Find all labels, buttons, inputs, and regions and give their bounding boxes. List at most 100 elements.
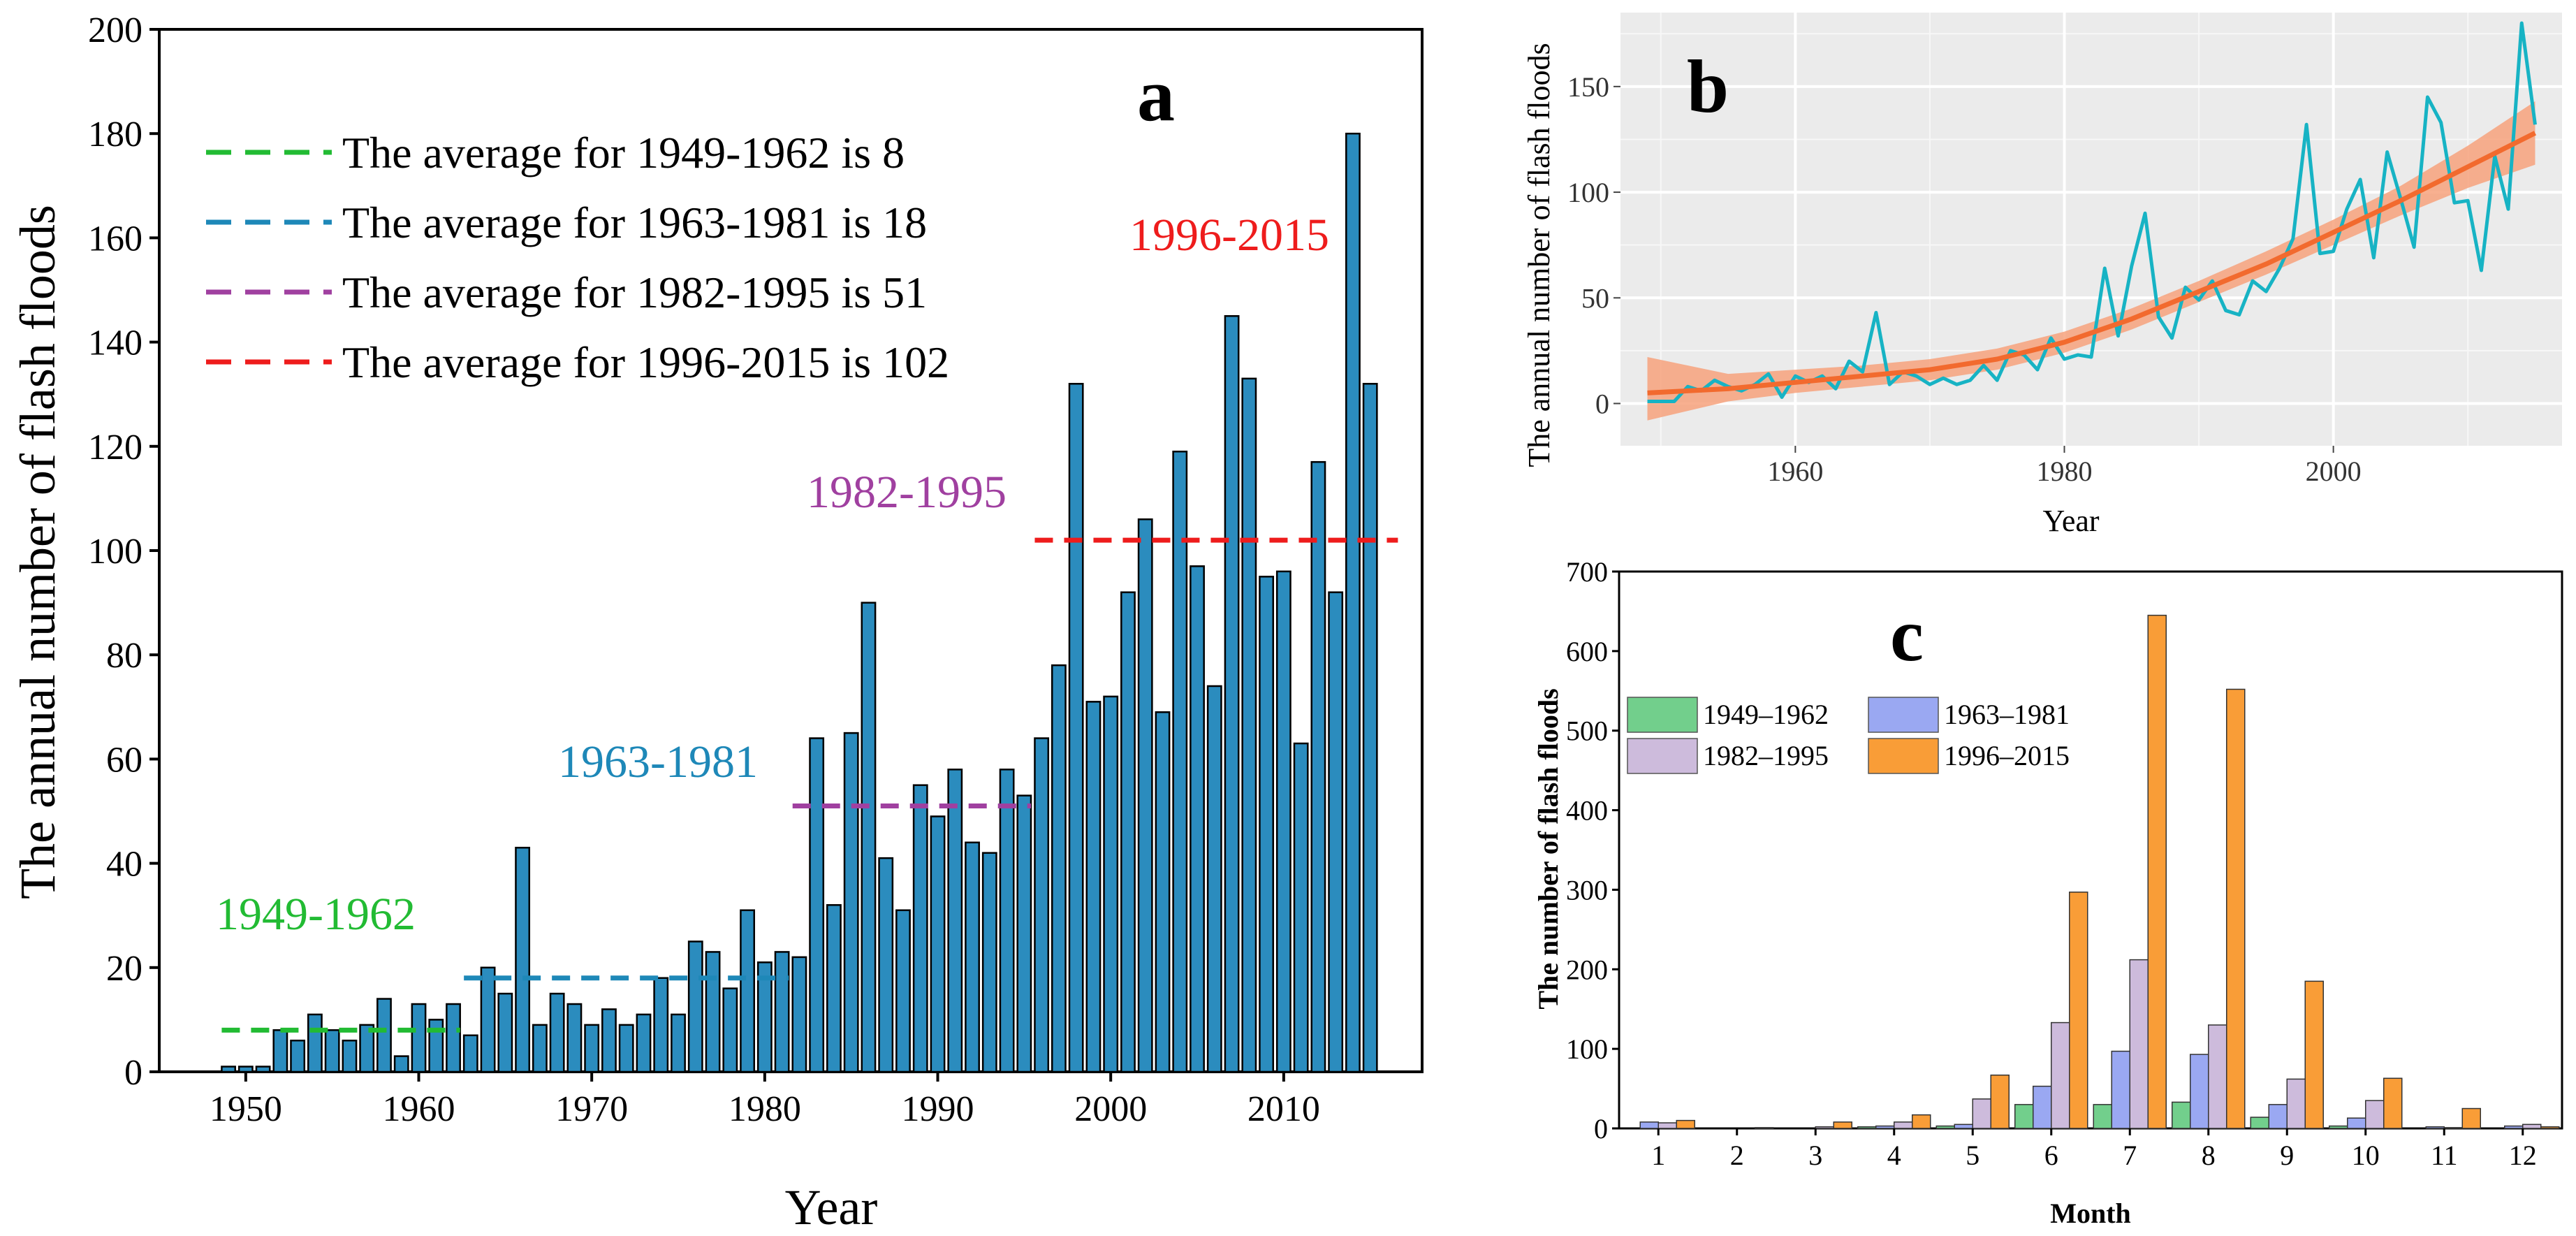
- bar-1990: [930, 815, 946, 1073]
- bar-1965: [497, 992, 513, 1073]
- y-tick-label-100: 100: [1567, 177, 1609, 208]
- y-tick-label-140: 140: [88, 323, 142, 363]
- panel-b-fit-line: [1647, 131, 2537, 395]
- bar-month-5-series-1: [1935, 1125, 1955, 1129]
- annual-series-line: [1647, 21, 2537, 403]
- bar-1974: [653, 977, 669, 1073]
- bar-1992: [965, 841, 980, 1073]
- panel-c-x-ticks: 1 2 3 4 5 6 7 8 9 10 11 12: [1651, 1128, 2537, 1171]
- bar-1969: [566, 1003, 583, 1073]
- bar-month-5-series-4: [1990, 1074, 2010, 1129]
- x-tick-label-1990: 1990: [902, 1089, 974, 1129]
- bar-month-9-series-2: [2268, 1104, 2288, 1129]
- bar-month-7-series-1: [2093, 1104, 2112, 1129]
- bar-month-9-series-3: [2286, 1078, 2306, 1129]
- panel-a-legend: The average for 1949-1962 is 8 The averag…: [206, 128, 949, 387]
- bar-month-1-series-3: [1657, 1122, 1677, 1129]
- legend-label-4: The average for 1996-2015 is 102: [342, 337, 949, 387]
- panel-c-y-axis-label: The number of flash floods: [1532, 688, 1564, 1009]
- bar-1989: [912, 784, 928, 1073]
- bar-1979: [740, 909, 755, 1073]
- period-label-4: 1996-2015: [1129, 210, 1329, 261]
- x-tick-label-1: 1: [1651, 1140, 1665, 1171]
- bar-1975: [671, 1013, 686, 1073]
- bar-month-6-series-1: [2014, 1104, 2034, 1129]
- bar-1972: [618, 1024, 634, 1073]
- bar-1985: [843, 732, 859, 1073]
- panel-b-x-ticks: 1960 1980 2000: [1767, 446, 2362, 487]
- bar-month-10-series-2: [2347, 1117, 2366, 1129]
- period-label-2: 1963-1981: [558, 736, 758, 787]
- x-tick-label-11: 11: [2431, 1140, 2458, 1171]
- bar-month-12-series-4: [2540, 1126, 2560, 1129]
- bar-1957: [359, 1024, 375, 1073]
- bar-1953: [290, 1039, 306, 1073]
- x-tick-label-2000: 2000: [1074, 1089, 1147, 1129]
- bar-1970: [584, 1024, 600, 1073]
- bar-1963: [462, 1034, 478, 1073]
- x-tick-label-1980: 1980: [2036, 456, 2092, 487]
- bar-month-7-series-3: [2129, 959, 2149, 1129]
- panel-b-letter: b: [1687, 45, 1729, 129]
- legend-swatch-1: [1627, 697, 1698, 733]
- fit-line: [1647, 131, 2537, 395]
- bar-1949: [221, 1066, 236, 1073]
- panel-a-bar-chart: 0 20 40 60 80 100 120 140 160 180 200 1950 1960 1970…: [10, 10, 1424, 1235]
- bar-month-5-series-2: [1954, 1124, 1973, 1129]
- x-tick-label-2000: 2000: [2306, 456, 2362, 487]
- bar-2015: [1362, 383, 1378, 1073]
- legend-label-4: 1996–2015: [1944, 740, 2070, 771]
- bar-2011: [1293, 742, 1309, 1073]
- bar-1995: [1016, 794, 1032, 1073]
- bar-2000: [1103, 695, 1119, 1073]
- bar-month-1-series-4: [1676, 1119, 1695, 1129]
- bar-month-8-series-1: [2172, 1101, 2191, 1129]
- bar-1950: [237, 1066, 254, 1073]
- legend-label-1: The average for 1949-1962 is 8: [342, 128, 905, 177]
- bar-2014: [1345, 132, 1361, 1073]
- bar-month-4-series-2: [1875, 1125, 1895, 1129]
- bar-1978: [722, 987, 738, 1073]
- y-tick-label-500: 500: [1566, 715, 1608, 747]
- x-tick-label-5: 5: [1966, 1140, 1979, 1171]
- bar-1986: [861, 602, 877, 1073]
- panel-c-letter: c: [1890, 594, 1924, 677]
- y-tick-label-180: 180: [88, 115, 142, 154]
- legend-swatch-3: [1627, 738, 1698, 774]
- x-tick-label-2: 2: [1730, 1140, 1744, 1171]
- bar-1993: [981, 852, 997, 1073]
- bar-month-11-series-4: [2461, 1107, 2481, 1129]
- bar-month-6-series-2: [2033, 1085, 2052, 1129]
- bar-month-3-series-4: [1833, 1121, 1852, 1129]
- bar-month-10-series-1: [2329, 1125, 2348, 1129]
- y-tick-label-200: 200: [88, 10, 142, 50]
- bar-month-11-series-2: [2425, 1126, 2445, 1129]
- x-tick-label-1950: 1950: [210, 1089, 282, 1129]
- bar-month-8-series-3: [2208, 1024, 2227, 1129]
- panel-c-plot-frame: [1618, 570, 2563, 1130]
- y-tick-label-60: 60: [106, 740, 142, 780]
- bar-2013: [1328, 591, 1344, 1073]
- period-label-1: 1949-1962: [216, 889, 416, 940]
- x-tick-label-10: 10: [2352, 1140, 2380, 1171]
- panel-a-x-ticks: 1950 1960 1970 1980 1990 2000 2010: [210, 1072, 1320, 1129]
- bar-month-10-series-3: [2365, 1100, 2385, 1129]
- x-tick-label-1980: 1980: [729, 1089, 801, 1129]
- bar-1951: [255, 1066, 271, 1073]
- bar-1952: [272, 1029, 288, 1073]
- panel-c-legend: 1949–1962 1963–1981 1982–1995 1996–2015: [1627, 697, 2070, 774]
- y-tick-label-700: 700: [1566, 556, 1608, 588]
- bar-1966: [515, 846, 531, 1073]
- period-label-3: 1982-1995: [807, 467, 1007, 518]
- bar-month-10-series-4: [2383, 1077, 2403, 1129]
- y-tick-label-150: 150: [1567, 71, 1609, 103]
- legend-label-2: 1963–1981: [1944, 699, 2070, 730]
- bar-1983: [809, 737, 825, 1073]
- y-tick-label-0: 0: [1595, 388, 1609, 420]
- bar-1981: [774, 951, 790, 1073]
- bar-month-3-series-3: [1815, 1126, 1834, 1129]
- y-tick-label-100: 100: [1566, 1033, 1608, 1065]
- legend-swatch-4: [1868, 738, 1939, 774]
- panel-a-average-lines: [221, 537, 1398, 1033]
